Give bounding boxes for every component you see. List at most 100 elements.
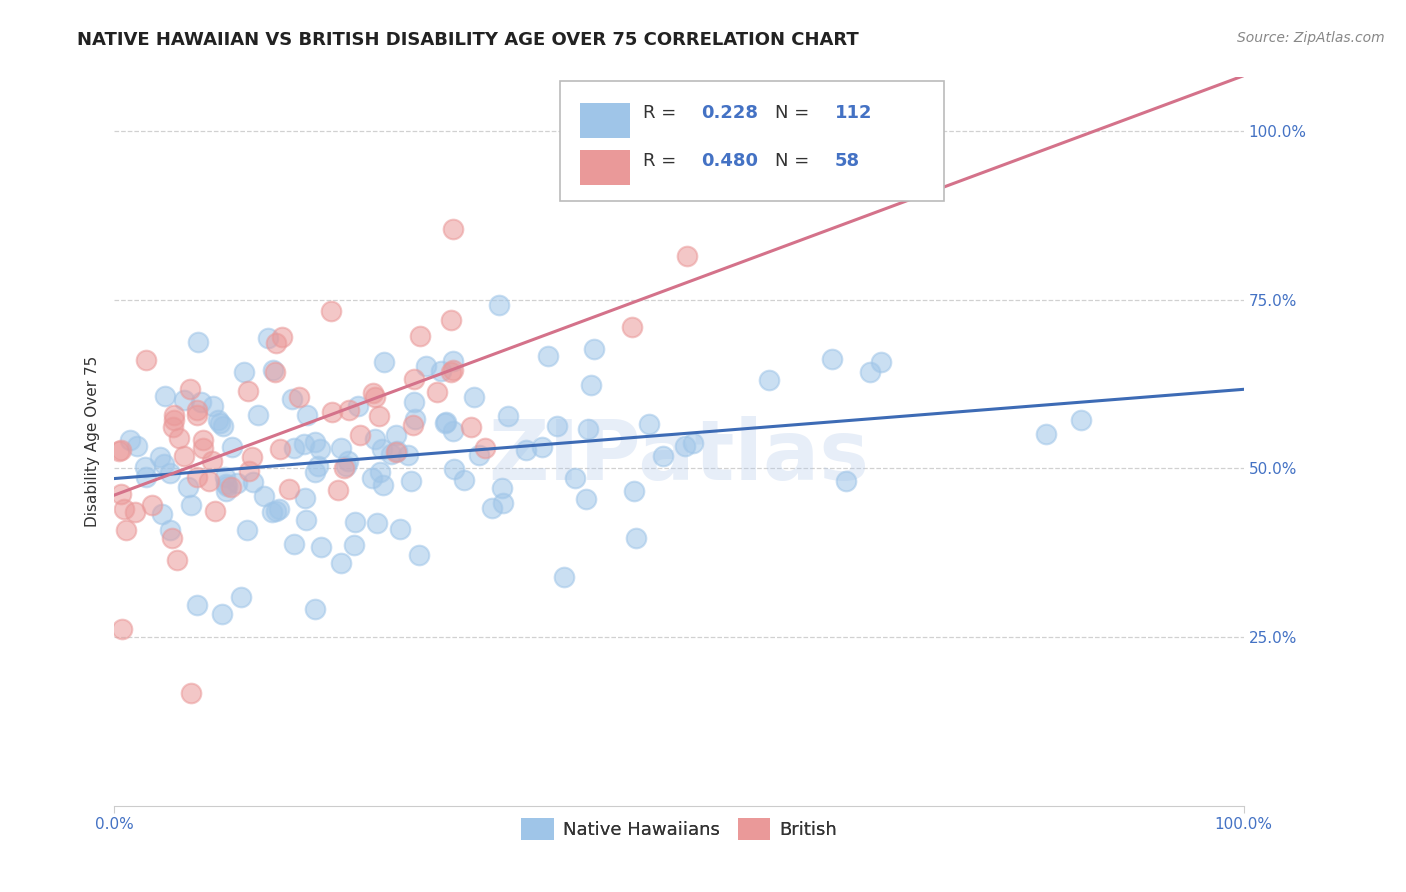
- Point: [821, 351, 844, 366]
- Point: [347, 399, 370, 413]
- Point: [623, 483, 645, 498]
- Legend: Native Hawaiians, British: Native Hawaiians, British: [515, 811, 844, 847]
- Point: [870, 355, 893, 369]
- Point: [163, 408, 186, 422]
- Point: [491, 482, 513, 496]
- Point: [371, 442, 394, 456]
- Point: [398, 448, 420, 462]
- Point: [389, 522, 412, 536]
- Point: [135, 352, 157, 367]
- Point: [385, 444, 408, 458]
- Point: [337, 402, 360, 417]
- Point: [281, 392, 304, 406]
- Point: [1070, 413, 1092, 427]
- Point: [576, 422, 599, 436]
- Point: [441, 363, 464, 377]
- Point: [399, 475, 422, 489]
- Point: [384, 428, 406, 442]
- Point: [624, 531, 647, 545]
- Point: [434, 415, 457, 429]
- Point: [295, 513, 318, 527]
- Point: [166, 553, 188, 567]
- Point: [187, 335, 209, 350]
- Point: [269, 502, 291, 516]
- Point: [264, 335, 287, 350]
- Y-axis label: Disability Age Over 75: Disability Age Over 75: [86, 356, 100, 527]
- Point: [176, 480, 198, 494]
- Point: [186, 409, 208, 423]
- Point: [430, 364, 453, 378]
- Point: [215, 477, 238, 491]
- Point: [264, 504, 287, 518]
- Point: [363, 390, 385, 404]
- Point: [368, 466, 391, 480]
- Point: [335, 459, 357, 474]
- Point: [553, 570, 575, 584]
- Text: R =: R =: [643, 152, 682, 169]
- Point: [150, 507, 173, 521]
- Point: [404, 372, 426, 386]
- Text: 0.480: 0.480: [702, 152, 759, 169]
- Point: [1035, 426, 1057, 441]
- Point: [620, 320, 643, 334]
- Point: [441, 354, 464, 368]
- Point: [307, 459, 329, 474]
- Point: [332, 461, 354, 475]
- Point: [269, 442, 291, 456]
- Point: [329, 557, 352, 571]
- Point: [271, 329, 294, 343]
- Text: 112: 112: [835, 104, 872, 122]
- Point: [319, 303, 342, 318]
- Point: [118, 433, 141, 447]
- Point: [682, 435, 704, 450]
- Point: [278, 482, 301, 496]
- Point: [402, 395, 425, 409]
- Point: [204, 504, 226, 518]
- Point: [294, 491, 316, 506]
- Point: [186, 402, 208, 417]
- Point: [321, 405, 343, 419]
- Point: [343, 538, 366, 552]
- Text: ZIPatlas: ZIPatlas: [488, 416, 869, 497]
- Point: [162, 420, 184, 434]
- Point: [198, 474, 221, 488]
- Point: [135, 470, 157, 484]
- Point: [361, 385, 384, 400]
- Point: [219, 480, 242, 494]
- Point: [673, 439, 696, 453]
- Point: [108, 443, 131, 458]
- Point: [758, 372, 780, 386]
- Point: [215, 484, 238, 499]
- Point: [155, 389, 177, 403]
- Point: [329, 442, 352, 456]
- Point: [530, 440, 553, 454]
- Point: [179, 382, 201, 396]
- Text: 0.228: 0.228: [702, 104, 759, 122]
- Point: [159, 524, 181, 538]
- Point: [433, 416, 456, 430]
- Point: [253, 489, 276, 503]
- Point: [201, 400, 224, 414]
- Point: [366, 516, 388, 530]
- Text: 58: 58: [835, 152, 860, 169]
- Point: [488, 298, 510, 312]
- Point: [264, 365, 287, 379]
- Point: [229, 591, 252, 605]
- Point: [440, 313, 463, 327]
- Point: [441, 222, 464, 236]
- Point: [201, 454, 224, 468]
- Point: [579, 377, 602, 392]
- Point: [404, 411, 426, 425]
- Point: [180, 686, 202, 700]
- Point: [349, 427, 371, 442]
- Point: [408, 548, 430, 562]
- Point: [652, 449, 675, 463]
- Point: [675, 249, 697, 263]
- Point: [515, 443, 537, 458]
- Point: [190, 395, 212, 409]
- Point: [207, 413, 229, 427]
- Point: [110, 443, 132, 458]
- Point: [260, 505, 283, 519]
- Point: [247, 408, 270, 422]
- Point: [426, 384, 449, 399]
